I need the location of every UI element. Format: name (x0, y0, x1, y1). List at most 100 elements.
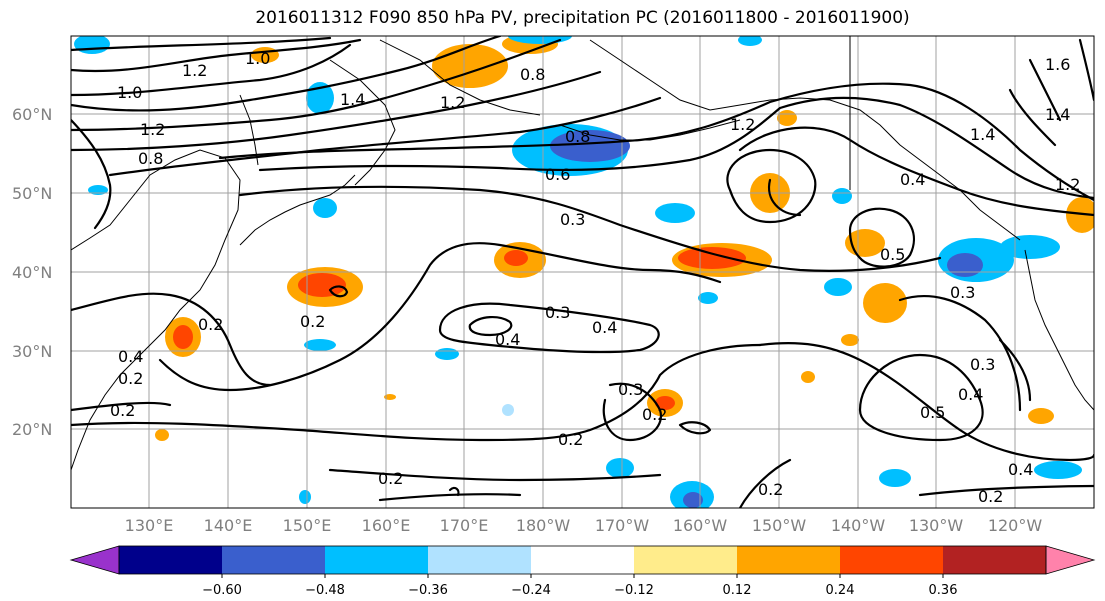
colorbar-tick-label: −0.36 (408, 583, 448, 598)
graticule (71, 36, 1094, 508)
colorbar-segment (222, 546, 326, 574)
lon-label: 120°W (988, 516, 1043, 535)
contour-label: 0.2 (110, 401, 135, 420)
lon-label: 140°W (831, 516, 886, 535)
contour-label: 0.4 (118, 347, 143, 366)
na-west-coastline (1024, 249, 1094, 411)
precip-negative-region (435, 348, 459, 360)
contour-label: 0.2 (300, 312, 325, 331)
precip-negative-region (74, 36, 110, 54)
colorbar-tick-label: −0.24 (511, 583, 551, 598)
contour-label: 0.8 (138, 149, 163, 168)
precip-negative-region (1034, 461, 1082, 479)
contour-label: 0.4 (958, 385, 983, 404)
precip-negative-region (698, 292, 718, 304)
precip-positive-region (155, 429, 169, 441)
precip-positive-region (298, 273, 346, 297)
siberia-coastline (379, 39, 541, 116)
lon-label: 160°E (362, 516, 411, 535)
alaska-coastline (589, 39, 1021, 241)
contour-label: 1.4 (340, 90, 365, 109)
pv-contours (71, 36, 1094, 508)
precip-positive-region (678, 247, 746, 269)
contour-label: 0.3 (950, 283, 975, 302)
lon-label: 130°E (125, 516, 174, 535)
precip-positive-region (655, 396, 675, 410)
contour-label: 1.2 (1055, 175, 1080, 194)
contour-label: 0.4 (592, 318, 617, 337)
lon-label: 160°W (673, 516, 728, 535)
aleutians-coastline (559, 119, 741, 141)
colorbar-segment (840, 546, 944, 574)
contour-label: 0.3 (618, 380, 643, 399)
contour-label: 1.2 (440, 93, 465, 112)
contour-label: 1.4 (1045, 105, 1070, 124)
precip-negative-region (738, 36, 762, 46)
colorbar-extend-low (69, 545, 120, 575)
contour-label: 1.4 (970, 125, 995, 144)
colorbar-extend-high (1045, 545, 1096, 575)
contour-label: 0.5 (880, 245, 905, 264)
colorbar-tick-label: −0.48 (305, 583, 345, 598)
contour-label: 0.2 (642, 405, 667, 424)
contour-label: 0.2 (558, 430, 583, 449)
precip-negative-region (502, 404, 514, 416)
contour-label: 1.0 (117, 83, 142, 102)
contour-label: 0.4 (495, 330, 520, 349)
lat-label-50n: 50°N (12, 184, 52, 203)
lon-label: 140°E (204, 516, 253, 535)
precip-negative-region (683, 492, 703, 508)
latitude-labels: 60°N 50°N 40°N 30°N 20°N (12, 105, 52, 439)
precip-negative-region (299, 490, 311, 504)
lat-label-30n: 30°N (12, 342, 52, 361)
precip-negative-region (655, 203, 695, 223)
contour-label: 0.2 (978, 487, 1003, 506)
lat-label-60n: 60°N (12, 105, 52, 124)
lon-label: 150°W (752, 516, 807, 535)
longitude-labels: 130°E 140°E 150°E 160°E 170°E 180°W 170°… (125, 516, 1043, 535)
contour-label: 0.2 (758, 480, 783, 499)
contour-label: 1.2 (730, 115, 755, 134)
precip-negative-region (832, 188, 852, 204)
colorbar-segment (428, 546, 532, 574)
contour-label: 1.2 (182, 61, 207, 80)
contour-label: 1.0 (245, 49, 270, 68)
colorbar-tick-label: 0.24 (826, 583, 855, 598)
colorbar-tick-label: −0.60 (202, 583, 242, 598)
colorbar: −0.60 −0.48 −0.36 −0.24 −0.12 0.12 0.24 0.36 (69, 545, 1096, 598)
contour-label: 0.2 (378, 469, 403, 488)
contour-label: 0.3 (970, 355, 995, 374)
contour-label: 0.8 (565, 127, 590, 146)
precip-negative-region (947, 253, 983, 277)
colorbar-tick-label: 0.12 (723, 583, 752, 598)
precip-negative-region (879, 469, 911, 487)
asia-coastline (71, 149, 241, 471)
precip-positive-region (384, 394, 396, 400)
contour-label: 0.2 (198, 315, 223, 334)
contour-label: 1.2 (140, 120, 165, 139)
precip-positive-region (777, 110, 797, 126)
lat-label-40n: 40°N (12, 263, 52, 282)
lon-label: 130°W (909, 516, 964, 535)
contour-labels: 1.2 1.0 1.0 1.2 0.8 1.4 1.2 0.8 0.6 0.8 … (110, 49, 1080, 506)
precip-positive-region (504, 250, 528, 266)
contour-label: 0.5 (920, 403, 945, 422)
contour-label: 0.2 (118, 369, 143, 388)
contour-label: 0.3 (545, 303, 570, 322)
precip-negative-region (304, 339, 336, 351)
precip-positive-region (1028, 408, 1054, 424)
precip-positive-region (801, 371, 815, 383)
colorbar-segment (943, 546, 1047, 574)
lon-label: 170°E (440, 516, 489, 535)
contour-label: 0.3 (560, 210, 585, 229)
colorbar-segment (737, 546, 841, 574)
contour-label: 1.6 (1045, 55, 1070, 74)
colorbar-segment (531, 546, 635, 574)
precip-negative-region (606, 458, 634, 478)
lat-label-20n: 20°N (12, 420, 52, 439)
colorbar-segment (634, 546, 738, 574)
lon-label: 150°E (283, 516, 332, 535)
precip-positive-region (863, 283, 907, 323)
precip-positive-region (841, 334, 859, 346)
